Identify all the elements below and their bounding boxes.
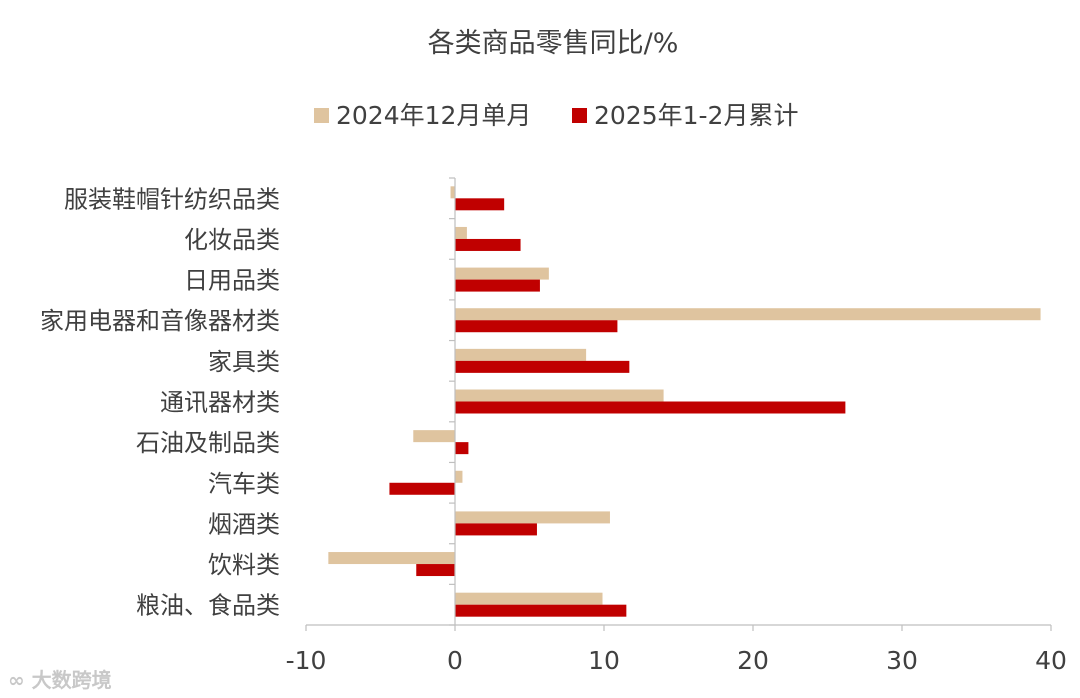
watermark-text: 大数跨境: [31, 668, 112, 692]
bar-series-1-5: [455, 389, 664, 402]
watermark: ∞ 大数跨境: [8, 664, 112, 693]
category-label-10: 粮油、食品类: [136, 592, 280, 620]
category-label-3: 家用电器和音像器材类: [40, 307, 280, 335]
bar-series-2-8: [455, 523, 537, 536]
value-tick-label-2: 10: [588, 646, 620, 675]
bar-series-2-7: [389, 482, 455, 495]
bar-series-1-10: [455, 592, 603, 605]
legend-swatch-series-2: [572, 108, 587, 123]
bar-series-2-5: [455, 401, 846, 414]
bar-series-2-10: [455, 604, 627, 617]
bar-series-1-4: [455, 348, 587, 361]
value-tick-label-0: -10: [286, 646, 327, 675]
legend: 2024年12月单月 2025年1-2月累计: [314, 101, 798, 130]
bar-series-2-3: [455, 320, 618, 333]
plot-area: 服装鞋帽针纺织品类化妆品类日用品类家用电器和音像器材类家具类通讯器材类石油及制品…: [40, 177, 1067, 675]
bar-series-1-0: [450, 186, 455, 199]
category-label-1: 化妆品类: [184, 226, 280, 254]
value-tick-label-4: 30: [886, 646, 918, 675]
value-tick-label-3: 20: [737, 646, 769, 675]
bar-series-1-6: [413, 430, 455, 443]
category-label-7: 汽车类: [208, 470, 280, 498]
bar-series-2-1: [455, 238, 521, 251]
value-tick-label-1: 0: [447, 646, 463, 675]
category-label-6: 石油及制品类: [136, 429, 280, 457]
bar-series-1-1: [455, 226, 467, 239]
chart-title: 各类商品零售同比/%: [428, 28, 679, 59]
bar-series-2-2: [455, 279, 540, 292]
category-label-5: 通讯器材类: [160, 389, 280, 417]
bar-series-1-3: [455, 308, 1041, 321]
category-label-8: 烟酒类: [208, 510, 280, 538]
bar-series-2-4: [455, 360, 630, 373]
category-label-0: 服装鞋帽针纺织品类: [64, 185, 280, 213]
legend-label-series-1: 2024年12月单月: [336, 101, 531, 130]
bar-series-1-7: [455, 470, 463, 483]
bar-series-2-6: [455, 442, 469, 455]
legend-swatch-series-1: [314, 108, 329, 123]
category-label-2: 日用品类: [184, 267, 280, 295]
bar-series-1-9: [328, 552, 455, 565]
legend-label-series-2: 2025年1-2月累计: [594, 101, 798, 130]
bar-series-1-2: [455, 267, 549, 280]
category-label-9: 饮料类: [208, 551, 280, 579]
bar-series-1-8: [455, 511, 610, 524]
watermark-logo-icon: ∞: [8, 668, 32, 692]
bar-series-2-9: [416, 564, 455, 577]
category-label-4: 家具类: [208, 348, 280, 376]
bar-series-2-0: [455, 198, 505, 211]
value-tick-label-5: 40: [1035, 646, 1067, 675]
